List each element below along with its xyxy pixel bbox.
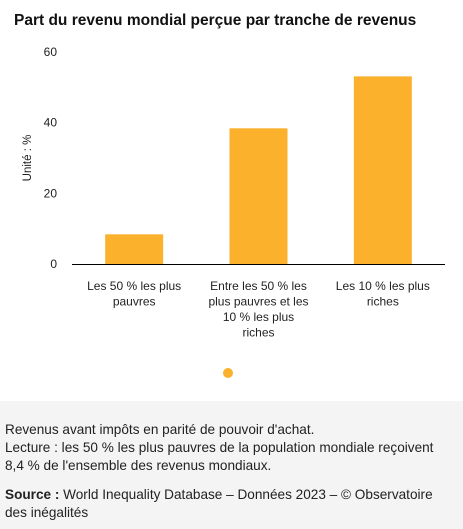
chart-title: Part du revenu mondial perçue par tranch…	[14, 12, 417, 29]
y-tick-label: 0	[50, 257, 57, 271]
reading-note: Lecture : les 50 % les plus pauvres de l…	[5, 440, 434, 473]
source-label: Source :	[5, 487, 60, 502]
y-axis-label: Unité : %	[22, 135, 34, 182]
y-tick-label: 20	[44, 186, 58, 200]
y-tick-label: 40	[44, 116, 58, 130]
bar-1	[105, 234, 164, 264]
y-tick-label: 60	[44, 45, 58, 59]
bar-3	[353, 76, 412, 264]
source-note: Source : World Inequality Database – Don…	[5, 486, 455, 522]
bar-chart: Unité : % 0 20 40 60 Les 50 % les plus pauvres…	[22, 45, 445, 378]
x-category-label: Les 50 % les plus pauvres	[87, 279, 181, 309]
chart-card: Part du revenu mondial perçue par tranch…	[14, 12, 445, 378]
legend-dot	[223, 368, 233, 378]
x-category-label: Entre les 50 % les plus pauvres et les 10 …	[208, 279, 308, 340]
bar-2	[229, 128, 288, 264]
x-category-label: Les 10 % les plus riches	[336, 279, 430, 309]
source-text: World Inequality Database – Données 2023…	[5, 487, 433, 520]
methodology-note: Revenus avant impôts en parité de pouvoi…	[5, 422, 315, 437]
chart-footer: Revenus avant impôts en parité de pouvoi…	[0, 401, 463, 529]
